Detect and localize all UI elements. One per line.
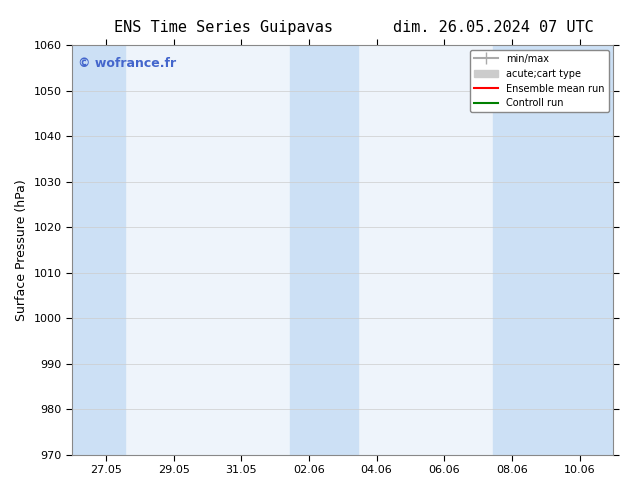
Text: © wofrance.fr: © wofrance.fr xyxy=(77,57,176,71)
Bar xyxy=(493,45,614,455)
Bar xyxy=(72,45,125,455)
Text: dim. 26.05.2024 07 UTC: dim. 26.05.2024 07 UTC xyxy=(393,20,594,35)
Bar xyxy=(290,45,358,455)
Text: ENS Time Series Guipavas: ENS Time Series Guipavas xyxy=(114,20,333,35)
Legend: min/max, acute;cart type, Ensemble mean run, Controll run: min/max, acute;cart type, Ensemble mean … xyxy=(470,50,609,112)
Y-axis label: Surface Pressure (hPa): Surface Pressure (hPa) xyxy=(15,179,28,320)
